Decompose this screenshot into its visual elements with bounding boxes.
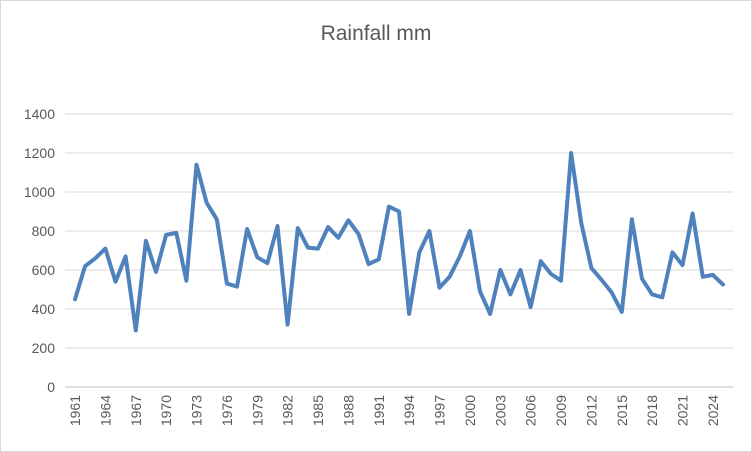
y-tick-label: 600 — [32, 262, 56, 278]
x-tick-label: 1973 — [189, 395, 205, 426]
x-tick-label: 2018 — [644, 395, 660, 426]
x-tick-label: 2021 — [675, 395, 691, 426]
x-tick-label: 1967 — [128, 395, 144, 426]
x-tick-label: 1979 — [249, 395, 265, 426]
x-tick-label: 1994 — [401, 395, 417, 426]
x-tick-label: 1961 — [67, 395, 83, 426]
y-tick-label: 400 — [32, 301, 56, 317]
x-tick-label: 2009 — [553, 395, 569, 426]
x-tick-label: 2024 — [705, 395, 721, 426]
x-tick-label: 2015 — [614, 395, 630, 426]
y-tick-label: 800 — [32, 223, 56, 239]
x-tick-label: 1970 — [158, 395, 174, 426]
x-tick-label: 1982 — [280, 395, 296, 426]
x-tick-label: 2012 — [583, 395, 599, 426]
y-tick-label: 1000 — [24, 184, 55, 200]
x-tick-label: 1988 — [340, 395, 356, 426]
y-tick-label: 0 — [47, 379, 55, 395]
x-tick-label: 2006 — [523, 395, 539, 426]
y-tick-label: 1400 — [24, 106, 55, 122]
x-tick-label: 1976 — [219, 395, 235, 426]
x-tick-label: 1997 — [432, 395, 448, 426]
x-tick-label: 1991 — [371, 395, 387, 426]
y-tick-label: 200 — [32, 340, 56, 356]
x-tick-label: 2003 — [492, 395, 508, 426]
series-line-rainfall — [73, 151, 725, 333]
chart-title: Rainfall mm — [320, 22, 432, 45]
x-tick-label: 1964 — [97, 395, 113, 426]
x-tick-label: 1985 — [310, 395, 326, 426]
y-tick-label: 1200 — [24, 145, 55, 161]
x-tick-label: 2000 — [462, 395, 478, 426]
